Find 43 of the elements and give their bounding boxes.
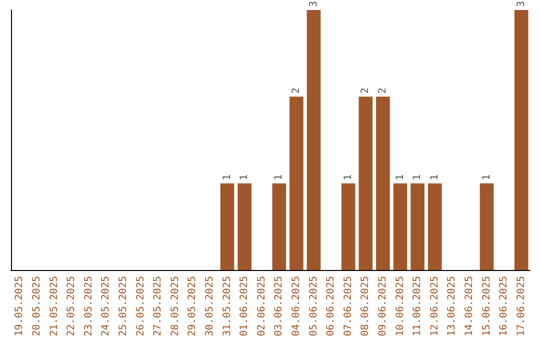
data-label: 1 (342, 174, 354, 180)
data-label: 1 (412, 174, 424, 180)
x-tick-label: 22.05.2025 (66, 276, 78, 336)
x-tick-label: 08.06.2025 (360, 276, 372, 336)
x-tick-label: 07.06.2025 (342, 276, 354, 336)
x-tick-label: 16.06.2025 (498, 276, 510, 336)
data-label: 1 (481, 174, 492, 180)
x-tick-label: 27.05.2025 (152, 276, 164, 336)
x-tick-label: 04.06.2025 (290, 276, 302, 336)
x-tick-label: 12.06.2025 (429, 276, 440, 336)
x-tick-label: 23.05.2025 (83, 276, 94, 336)
x-tick-label: 30.05.2025 (204, 276, 216, 336)
x-tick-label: 15.06.2025 (481, 276, 492, 336)
x-tick-label: 17.06.2025 (516, 276, 527, 336)
data-label: 1 (222, 174, 233, 180)
x-tick-label: 03.06.2025 (274, 276, 285, 336)
data-label: 1 (429, 174, 440, 180)
x-tick-label: 09.06.2025 (377, 276, 388, 336)
data-label: 3 (308, 0, 320, 7)
data-label: 1 (239, 174, 250, 180)
x-tick-label: 29.05.2025 (187, 276, 198, 336)
data-label: 2 (290, 88, 302, 94)
x-tick-label: 14.06.2025 (464, 276, 475, 336)
data-label: 3 (516, 0, 527, 7)
x-tick-label: 19.05.2025 (14, 276, 26, 336)
x-tick-label: 13.06.2025 (446, 276, 458, 336)
x-tick-label: 25.05.2025 (118, 276, 129, 336)
x-tick-label: 11.06.2025 (412, 276, 424, 336)
x-tick-label: 26.05.2025 (135, 276, 146, 336)
x-tick-label: 01.06.2025 (239, 276, 250, 336)
data-label: 2 (360, 88, 372, 94)
x-tick-label: 20.05.2025 (31, 276, 42, 336)
x-tick-label: 21.05.2025 (48, 276, 60, 336)
data-label: 2 (377, 88, 388, 94)
x-tick-label: 10.06.2025 (394, 276, 406, 336)
data-label: 1 (394, 174, 406, 180)
x-tick-label: 02.06.2025 (256, 276, 268, 336)
x-tick-label: 05.06.2025 (308, 276, 320, 336)
x-tick-label: 31.05.2025 (222, 276, 233, 336)
x-tick-label: 24.05.2025 (100, 276, 112, 336)
x-tick-label: 28.05.2025 (170, 276, 181, 336)
x-tick-label: 06.06.2025 (326, 276, 337, 336)
data-label: 1 (274, 174, 285, 180)
